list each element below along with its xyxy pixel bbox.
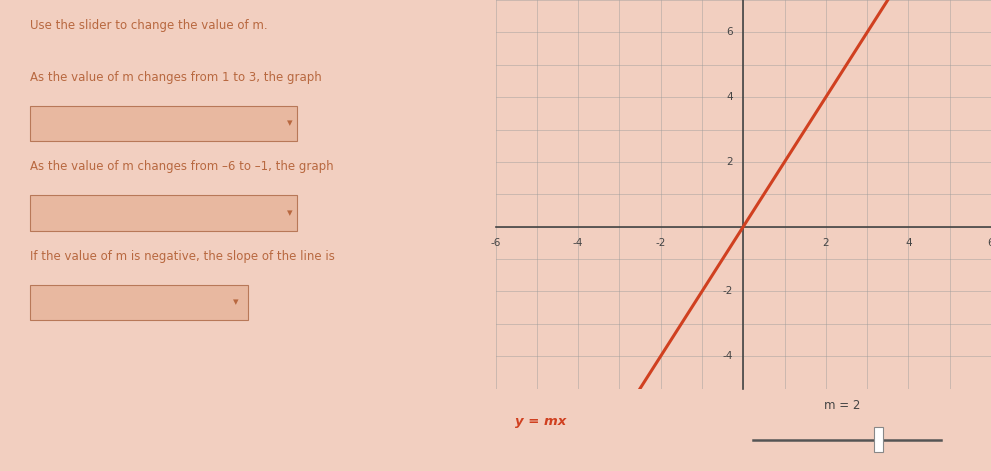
FancyBboxPatch shape — [30, 106, 297, 141]
Text: 2: 2 — [823, 238, 829, 248]
Text: Use the slider to change the value of m.: Use the slider to change the value of m. — [30, 19, 268, 32]
Text: ▾: ▾ — [233, 297, 238, 308]
Text: 6: 6 — [726, 27, 733, 37]
Text: -6: -6 — [491, 238, 500, 248]
Text: ▾: ▾ — [287, 208, 292, 218]
FancyBboxPatch shape — [874, 427, 883, 452]
Text: m = 2: m = 2 — [825, 398, 860, 412]
Text: -4: -4 — [573, 238, 584, 248]
Text: y = mx: y = mx — [515, 415, 567, 428]
Text: As the value of m changes from –6 to –1, the graph: As the value of m changes from –6 to –1,… — [30, 160, 333, 173]
Text: -2: -2 — [722, 286, 733, 296]
Text: -4: -4 — [722, 351, 733, 361]
Text: 4: 4 — [905, 238, 912, 248]
Text: 6: 6 — [988, 238, 991, 248]
Text: ▾: ▾ — [287, 118, 292, 129]
FancyBboxPatch shape — [30, 195, 297, 231]
Text: -2: -2 — [655, 238, 666, 248]
FancyBboxPatch shape — [30, 285, 248, 320]
Text: If the value of m is negative, the slope of the line is: If the value of m is negative, the slope… — [30, 250, 335, 263]
Text: As the value of m changes from 1 to 3, the graph: As the value of m changes from 1 to 3, t… — [30, 71, 321, 84]
Text: 4: 4 — [726, 92, 733, 102]
Text: 2: 2 — [726, 157, 733, 167]
